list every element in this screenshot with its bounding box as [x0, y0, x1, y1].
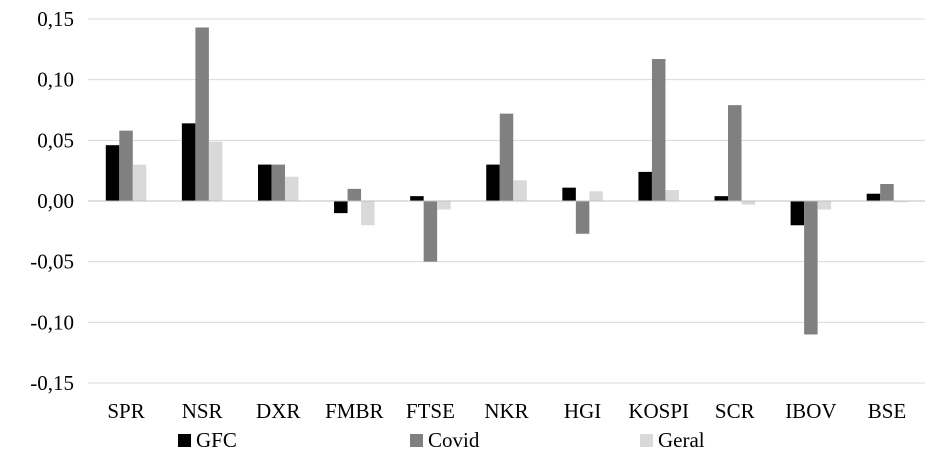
- y-tick-label: 0,15: [37, 7, 74, 31]
- bar-covid-ibov: [804, 201, 818, 335]
- x-category-label: KOSPI: [628, 399, 689, 423]
- bar-gfc-fmbr: [334, 201, 348, 214]
- x-category-label: NKR: [484, 399, 528, 423]
- bar-covid-nsr: [195, 27, 209, 202]
- bar-gfc-hgi: [562, 187, 576, 201]
- bar-gfc-nsr: [181, 123, 196, 201]
- x-category-label: FMBR: [325, 399, 383, 423]
- legend-label-covid: Covid: [428, 428, 480, 452]
- y-tick-label: -0,05: [30, 250, 74, 274]
- y-tick-label: -0,15: [30, 371, 74, 395]
- bar-geral-ftse: [437, 201, 451, 210]
- bar-covid-ftse: [423, 201, 438, 262]
- legend-swatch-covid: [410, 434, 423, 447]
- x-category-label: DXR: [256, 399, 300, 423]
- bar-gfc-nkr: [486, 164, 500, 201]
- bar-gfc-bse: [866, 193, 881, 201]
- bar-geral-scr: [741, 201, 756, 205]
- y-tick-label: 0,05: [37, 128, 74, 152]
- bar-geral-ibov: [817, 201, 832, 210]
- y-tick-label: 0,00: [37, 189, 74, 213]
- x-category-label: SPR: [107, 399, 144, 423]
- bar-gfc-kospi: [638, 171, 652, 201]
- bar-gfc-ftse: [410, 196, 424, 201]
- y-tick-label: -0,10: [30, 310, 74, 334]
- legend-label-gfc: GFC: [196, 428, 237, 452]
- y-tick-label: 0,10: [37, 68, 74, 92]
- x-category-label: FTSE: [406, 399, 455, 423]
- bar-gfc-spr: [105, 145, 120, 201]
- x-category-label: IBOV: [785, 399, 836, 423]
- x-category-label: SCR: [715, 399, 755, 423]
- bar-geral-dxr: [284, 176, 299, 201]
- bar-covid-bse: [880, 184, 894, 201]
- bar-gfc-scr: [714, 196, 729, 201]
- x-category-label: NSR: [182, 399, 223, 423]
- bar-covid-hgi: [575, 201, 590, 234]
- bar-geral-kospi: [665, 190, 679, 201]
- bar-gfc-dxr: [257, 164, 272, 201]
- bar-covid-fmbr: [347, 188, 362, 201]
- bar-covid-kospi: [651, 59, 666, 201]
- legend-label-geral: Geral: [658, 428, 705, 452]
- legend: GFC Covid Geral: [178, 428, 705, 452]
- bar-geral-spr: [132, 164, 147, 201]
- bar-geral-bse: [893, 201, 908, 203]
- bar-covid-nkr: [499, 113, 514, 201]
- bar-covid-spr: [119, 130, 133, 201]
- bar-geral-nkr: [513, 180, 527, 201]
- legend-swatch-gfc: [178, 434, 191, 447]
- bar-covid-dxr: [271, 164, 285, 201]
- x-category-label: BSE: [868, 399, 907, 423]
- x-axis-category-labels: SPR NSR DXR FMBR FTSE NKR HGI KOSPI SCR IBOV BSE: [107, 399, 906, 423]
- y-axis-tick-labels: -0,15 -0,10 -0,05 0,00 0,05 0,10 0,15: [30, 7, 74, 395]
- x-category-label: HGI: [564, 399, 601, 423]
- legend-swatch-geral: [640, 434, 653, 447]
- bar-gfc-ibov: [790, 201, 805, 226]
- bar-geral-nsr: [208, 141, 223, 201]
- bar-covid-scr: [728, 105, 742, 201]
- gridlines: [88, 18, 925, 384]
- bar-geral-fmbr: [361, 201, 375, 226]
- bars: [105, 27, 908, 335]
- bar-geral-hgi: [589, 191, 603, 201]
